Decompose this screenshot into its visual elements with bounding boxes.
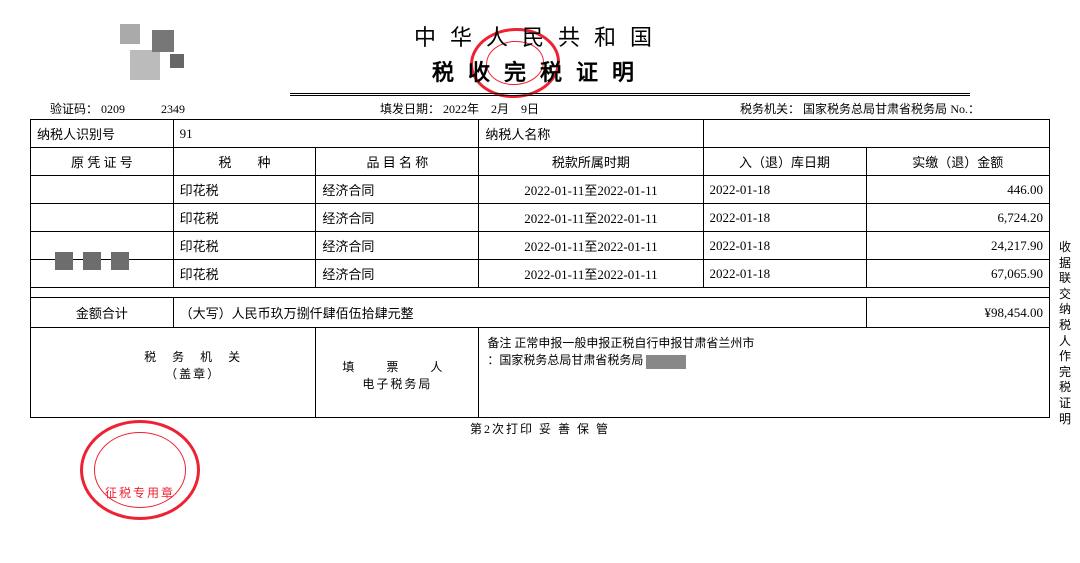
cell-amount: 446.00 <box>866 176 1049 204</box>
authority-label: 税务机关： <box>740 102 800 116</box>
print-note: 第2次打印 妥 善 保 管 <box>30 420 1050 437</box>
table-row: 印花税 经济合同 2022-01-11至2022-01-11 2022-01-1… <box>31 176 1050 204</box>
filler-value: 电子税务局 <box>324 375 470 392</box>
title-line-1: 中华人民共和国 <box>30 20 1050 55</box>
total-words-prefix: （大写） <box>180 306 232 321</box>
remark-cell: 备注 正常申报一般申报正税自行申报甘肃省兰州市 ：国家税务总局甘肃省税务局 <box>479 328 1050 418</box>
taxpayer-name-value <box>703 120 1049 148</box>
col-date: 入（退）库日期 <box>703 148 866 176</box>
table-row: 印花税 经济合同 2022-01-11至2022-01-11 2022-01-1… <box>31 232 1050 260</box>
footer-row: 税 务 机 关 （盖章） 填 票 人 电子税务局 备注 正常申报一般申报正税自行… <box>31 328 1050 418</box>
cell-tax: 印花税 <box>173 176 316 204</box>
remark-text: 正常申报一般申报正税自行申报甘肃省兰州市 ：国家税务总局甘肃省税务局 <box>487 336 766 367</box>
cell-tax: 印花税 <box>173 232 316 260</box>
cell-period: 2022-01-11至2022-01-11 <box>479 260 703 288</box>
cell-item: 经济合同 <box>316 176 479 204</box>
cell-item: 经济合同 <box>316 260 479 288</box>
cell-date: 2022-01-18 <box>703 204 866 232</box>
issue-date-label: 填发日期： <box>380 102 440 116</box>
table-row: 印花税 经济合同 2022-01-11至2022-01-11 2022-01-1… <box>31 260 1050 288</box>
certificate-table: 纳税人识别号 91 纳税人名称 原 凭 证 号 税 种 品 目 名 称 税款所属… <box>30 119 1050 418</box>
cell-item: 经济合同 <box>316 232 479 260</box>
title-line-2: 税收完税证明 <box>30 55 1050 90</box>
verify-label: 验证码： <box>50 102 98 116</box>
cell-amount: 24,217.90 <box>866 232 1049 260</box>
side-note: 收据联 交纳税人作完税证明 <box>1058 240 1072 427</box>
cell-date: 2022-01-18 <box>703 176 866 204</box>
cell-amount: 67,065.90 <box>866 260 1049 288</box>
cell-date: 2022-01-18 <box>703 232 866 260</box>
authority-stamp-text: 税 务 机 关 （盖章） <box>39 334 307 382</box>
issue-date-value: 2022年 2月 9日 <box>443 102 539 116</box>
taxpayer-row: 纳税人识别号 91 纳税人名称 <box>31 120 1050 148</box>
cell-period: 2022-01-11至2022-01-11 <box>479 176 703 204</box>
title-underline <box>290 92 970 96</box>
col-voucher: 原 凭 证 号 <box>31 148 174 176</box>
cell-tax: 印花税 <box>173 260 316 288</box>
column-header-row: 原 凭 证 号 税 种 品 目 名 称 税款所属时期 入（退）库日期 实缴（退）… <box>31 148 1050 176</box>
authority-stamp-cell: 税 务 机 关 （盖章） <box>31 328 316 418</box>
spacer-row <box>31 288 1050 298</box>
cell-amount: 6,724.20 <box>866 204 1049 232</box>
cell-item: 经济合同 <box>316 204 479 232</box>
total-words-value: 人民币玖万捌仟肆佰伍拾肆元整 <box>232 306 414 321</box>
row-redaction <box>55 252 129 270</box>
document-number-label: No.： <box>950 100 980 117</box>
table-row: 印花税 经济合同 2022-01-11至2022-01-11 2022-01-1… <box>31 204 1050 232</box>
col-period: 税款所属时期 <box>479 148 703 176</box>
total-row: 金额合计 （大写）人民币玖万捌仟肆佰伍拾肆元整 ¥98,454.00 <box>31 298 1050 328</box>
verify-value: 0209 2349 <box>101 102 185 116</box>
remark-label: 备注 <box>487 336 511 350</box>
taxpayer-id-value: 91 <box>173 120 479 148</box>
total-label: 金额合计 <box>31 298 174 328</box>
cell-period: 2022-01-11至2022-01-11 <box>479 204 703 232</box>
filler-label: 填 票 人 <box>324 334 470 375</box>
remark-redaction <box>646 355 686 369</box>
cell-tax: 印花税 <box>173 204 316 232</box>
total-amount: ¥98,454.00 <box>866 298 1049 328</box>
authority-value: 国家税务总局甘肃省税务局 <box>803 102 947 116</box>
taxpayer-id-label: 纳税人识别号 <box>31 120 174 148</box>
taxpayer-name-label: 纳税人名称 <box>479 120 703 148</box>
cell-period: 2022-01-11至2022-01-11 <box>479 232 703 260</box>
col-item: 品 目 名 称 <box>316 148 479 176</box>
col-tax: 税 种 <box>173 148 316 176</box>
cell-voucher <box>31 204 174 232</box>
col-amount: 实缴（退）金额 <box>866 148 1049 176</box>
cell-voucher <box>31 176 174 204</box>
filler-cell: 填 票 人 电子税务局 <box>316 328 479 418</box>
total-words: （大写）人民币玖万捌仟肆佰伍拾肆元整 <box>173 298 866 328</box>
stamp-bottom-text: 征税专用章 <box>105 486 175 500</box>
cell-date: 2022-01-18 <box>703 260 866 288</box>
